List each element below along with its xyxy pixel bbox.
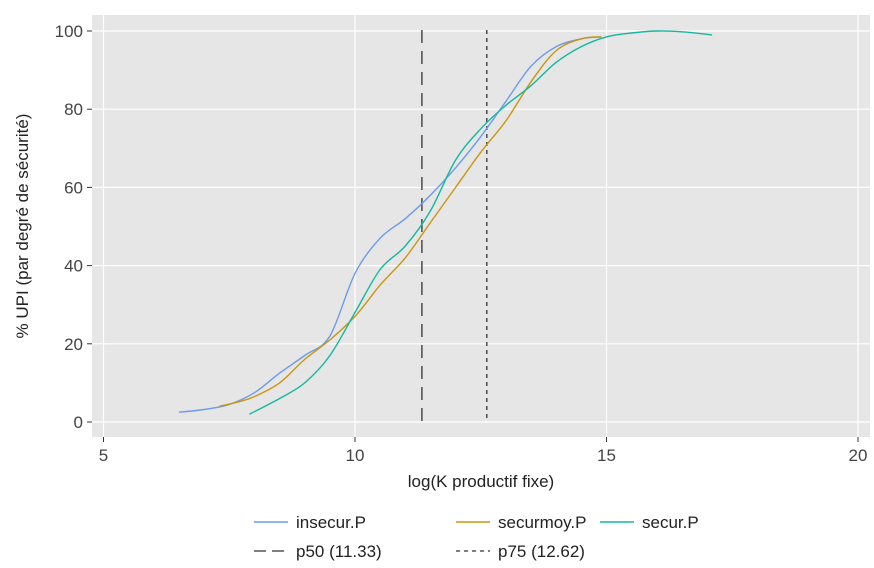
x-tick-label: 15	[597, 446, 616, 465]
plot-background	[92, 15, 870, 437]
x-axis-ticks: 5 10 15 20	[99, 437, 868, 465]
x-tick-label: 20	[849, 446, 868, 465]
x-tick-label: 5	[99, 446, 108, 465]
x-axis-label: log(K productif fixe)	[408, 472, 554, 491]
series-line-secur-p	[249, 30, 713, 415]
y-tick-label: 0	[74, 413, 83, 432]
grid-lines	[92, 15, 870, 437]
y-tick-label: 20	[64, 335, 83, 354]
series-line-securmoy-p	[219, 36, 602, 408]
y-tick-label: 80	[64, 100, 83, 119]
y-tick-label: 100	[55, 22, 83, 41]
y-tick-label: 60	[64, 178, 83, 197]
legend-item: p75 (12.62)	[456, 542, 585, 561]
y-axis-label: % UPI (par degré de sécurité)	[13, 114, 32, 339]
legend-label-series-1: securmoy.P	[498, 513, 587, 532]
series-line-insecur-p	[178, 36, 602, 413]
legend: insecur.P securmoy.P secur.P p50 (11.33) p75…	[254, 513, 699, 561]
legend-item: secur.P	[600, 513, 699, 532]
series-lines	[178, 30, 713, 415]
y-tick-label: 40	[64, 257, 83, 276]
legend-label-ref-1: p75 (12.62)	[498, 542, 585, 561]
y-axis-ticks: 0 20 40 60 80 100	[55, 22, 92, 432]
legend-item: insecur.P	[254, 513, 366, 532]
x-tick-label: 10	[346, 446, 365, 465]
legend-label-ref-0: p50 (11.33)	[296, 542, 382, 561]
legend-label-series-0: insecur.P	[296, 513, 366, 532]
reference-lines	[421, 30, 488, 422]
legend-item: securmoy.P	[456, 513, 587, 532]
legend-label-series-2: secur.P	[642, 513, 699, 532]
legend-item: p50 (11.33)	[254, 542, 382, 561]
